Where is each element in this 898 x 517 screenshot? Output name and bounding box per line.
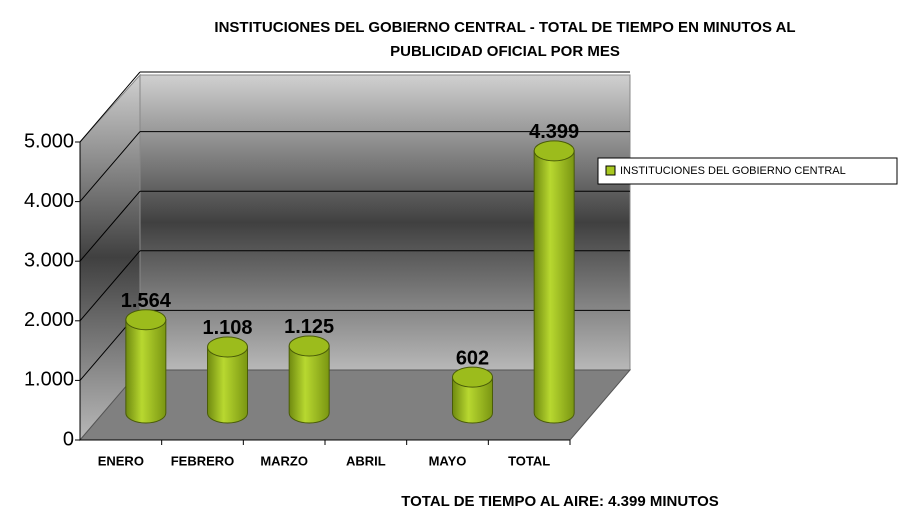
value-label: 4.399: [529, 121, 579, 143]
bar-top: [533, 140, 575, 162]
y-tick-label: 5.000: [24, 130, 74, 152]
x-tick-label: ABRIL: [346, 453, 386, 468]
bar-top: [288, 335, 330, 357]
grid-line: [79, 71, 141, 143]
legend-swatch: [605, 165, 616, 176]
legend-label: INSTITUCIONES DEL GOBIERNO CENTRAL: [620, 165, 846, 177]
x-tick-label: MAYO: [429, 453, 467, 468]
grid-line: [79, 250, 141, 322]
y-tick-label: 3.000: [24, 249, 74, 271]
y-tick-label: 2.000: [24, 309, 74, 331]
value-label: 1.108: [202, 317, 252, 339]
annotation: TOTAL DE TIEMPO AL AIRE: 4.399 MINUTOS: [401, 493, 719, 510]
x-tick-label: FEBRERO: [171, 453, 235, 468]
x-tick-label: TOTAL: [508, 453, 550, 468]
bar-top: [207, 336, 248, 358]
value-label: 602: [456, 347, 489, 369]
legend: [597, 157, 898, 185]
bar: [452, 376, 493, 424]
x-tick-label: ENERO: [98, 453, 144, 468]
y-tick-label: 4.000: [24, 190, 74, 212]
grid-line: [79, 131, 141, 202]
value-label: 1.125: [284, 316, 334, 338]
y-tick-label: 1.000: [24, 369, 74, 391]
grid-line: [79, 190, 141, 262]
bar: [207, 346, 248, 424]
bar-top: [452, 366, 493, 388]
value-label: 1.564: [121, 290, 172, 312]
bar-top: [125, 309, 167, 331]
x-tick-label: MARZO: [260, 453, 308, 468]
bar: [533, 150, 575, 424]
bar: [125, 319, 167, 424]
chart-title: INSTITUCIONES DEL GOBIERNO CENTRAL - TOT…: [214, 19, 795, 36]
y-tick-label: 0: [63, 428, 74, 450]
bar: [288, 345, 330, 424]
chart-title: PUBLICIDAD OFICIAL POR MES: [390, 43, 620, 60]
